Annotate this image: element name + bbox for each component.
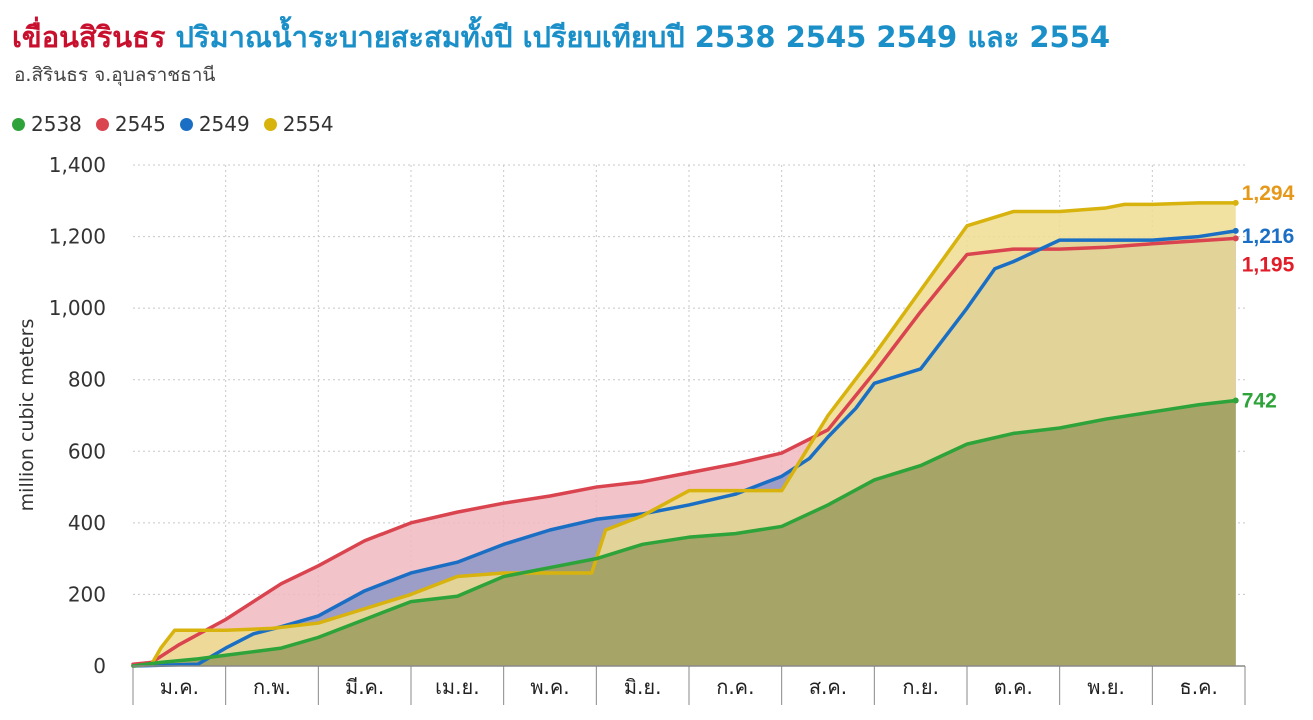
end-labels: 1,195 1,216 1,294 742 — [1242, 182, 1295, 413]
x-tick-label: ส.ค. — [809, 675, 847, 699]
y-tick-label: 400 — [68, 511, 106, 535]
y-tick-label: 800 — [68, 368, 106, 392]
y-tick-label: 1,200 — [49, 225, 106, 249]
subtitle: อ.สิรินธร จ.อุบลราชธานี — [14, 64, 216, 86]
y-axis-label: million cubic meters — [16, 319, 38, 512]
x-tick-label: ก.ค. — [716, 675, 754, 699]
legend-label: 2538 — [31, 112, 82, 136]
page-title: เขื่อนสิรินธร ปริมาณน้ำระบายสะสมทั้งปี เ… — [12, 14, 1110, 60]
y-tick-label: 1,400 — [49, 153, 106, 177]
series-lines — [131, 199, 1239, 668]
series-line-2538 — [131, 398, 1238, 668]
legend-dot-icon — [95, 117, 109, 131]
legend-item-2554[interactable]: 2554 — [263, 112, 334, 136]
legend-label: 2549 — [198, 112, 250, 136]
end-label-2545: 1,195 — [1242, 253, 1295, 276]
series-end-point-2554 — [1232, 199, 1239, 206]
legend-dot-icon — [12, 117, 25, 131]
series-end-point-2545 — [1232, 235, 1239, 242]
series-end-point-2549 — [1232, 227, 1239, 234]
x-tick-label: มี.ค. — [345, 675, 384, 699]
y-tick-label: 600 — [68, 439, 106, 463]
legend-dot-icon — [179, 117, 193, 131]
legend-dot-icon — [263, 117, 277, 131]
legend-label: 2545 — [114, 112, 166, 136]
x-tick-label: พ.ค. — [530, 675, 569, 699]
legend-item-2545[interactable]: 2545 — [95, 112, 166, 136]
y-tick-label: 200 — [68, 582, 106, 606]
x-tick-label: ต.ค. — [994, 675, 1033, 699]
x-tick-label: มิ.ย. — [624, 675, 662, 699]
end-label-2554: 1,294 — [1242, 182, 1295, 205]
series-end-point-2538 — [1232, 397, 1239, 404]
x-tick-label: ม.ค. — [160, 675, 199, 699]
legend: 2538 2545 2549 2554 — [12, 112, 334, 136]
x-tick-label: เม.ย. — [435, 675, 479, 699]
x-tick-label: ก.พ. — [253, 675, 291, 699]
series-area-2538 — [133, 400, 1236, 666]
x-tick-label: พ.ย. — [1087, 675, 1125, 699]
y-tick-label: 1,000 — [49, 296, 106, 320]
y-tick-label: 0 — [93, 654, 106, 678]
legend-item-2549[interactable]: 2549 — [179, 112, 250, 136]
title-description: ปริมาณน้ำระบายสะสมทั้งปี เปรียบเทียบปี 2… — [175, 20, 1111, 54]
series-line-2545 — [131, 236, 1238, 666]
axes: 0 200 400 600 800 1,000 1,200 1,400 ม.ค. ก.พ. มี.ค… — [49, 153, 1246, 705]
end-label-2549: 1,216 — [1242, 225, 1295, 248]
title-dam-name: เขื่อนสิรินธร — [12, 20, 166, 54]
x-tick-label: ก.ย. — [902, 675, 939, 699]
legend-label: 2554 — [282, 112, 334, 136]
x-tick-label: ธ.ค. — [1180, 675, 1218, 699]
end-label-2538: 742 — [1242, 389, 1277, 412]
series-line-2554 — [131, 201, 1238, 668]
series-areas — [133, 202, 1236, 667]
legend-item-2538[interactable]: 2538 — [12, 112, 82, 136]
